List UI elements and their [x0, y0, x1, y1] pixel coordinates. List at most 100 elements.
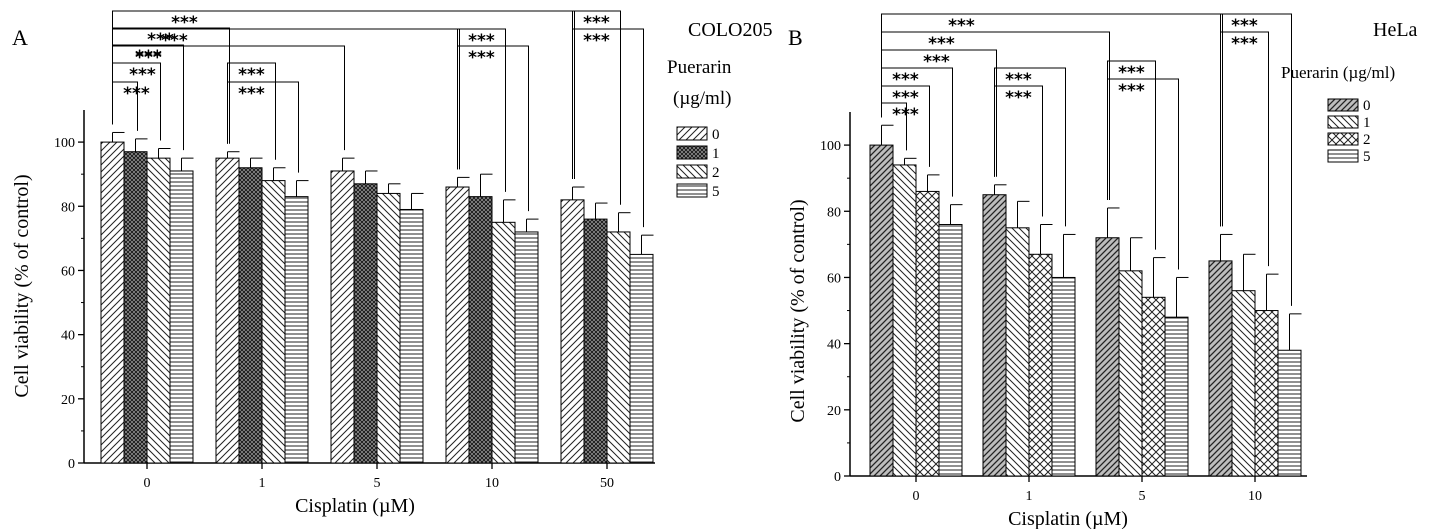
panel-b-significance-label: *** — [1118, 63, 1145, 83]
panel-b-y-tick-label: 80 — [827, 205, 841, 220]
panel-a-legend-label: 5 — [712, 184, 720, 200]
panel-b-bar — [1005, 227, 1030, 477]
panel-b-bar — [1277, 349, 1302, 477]
panel-b-bar — [1254, 310, 1279, 477]
panel-a-legend-title-2: (µg/ml) — [673, 88, 731, 109]
panel-b-bar — [869, 144, 894, 477]
panel-a-bar — [238, 167, 263, 464]
panel-a-y-tick-label: 80 — [61, 200, 75, 215]
panel-a-legend-swatch — [676, 164, 708, 179]
panel-a-significance-label: *** — [583, 31, 610, 51]
panel-b-legend-title: Puerarin (µg/ml) — [1281, 63, 1395, 82]
panel-a-legend-swatch — [676, 183, 708, 198]
panel-a-x-tick-label: 10 — [485, 476, 499, 491]
panel-b-legend-swatch — [1327, 149, 1359, 163]
panel-a-y-tick-label: 40 — [61, 329, 75, 344]
panel-b-legend-label: 1 — [1363, 115, 1371, 131]
panel-b-bar — [1095, 237, 1120, 477]
panel-b-significance-label: *** — [1005, 70, 1032, 90]
panel-a-significance-label: *** — [238, 84, 265, 104]
panel-a-label: A — [12, 25, 28, 50]
panel-b-legend-swatch — [1327, 115, 1359, 129]
panel-b-bracket — [1220, 13, 1292, 306]
panel-b-y-tick-label: 40 — [827, 338, 841, 353]
panel-b-significance-label: *** — [1118, 81, 1145, 101]
panel-b-significance-label: *** — [948, 16, 975, 36]
panel-a-bar — [353, 183, 378, 464]
panel-a-legend-swatch — [676, 145, 708, 160]
panel-b-legend-label: 0 — [1363, 98, 1371, 114]
panel-a-bar — [560, 199, 585, 464]
panel-b-bar — [915, 190, 940, 477]
panel-b-x-tick-label: 0 — [913, 489, 920, 504]
panel-a-y-tick-label: 20 — [61, 393, 75, 408]
panel-b-significance-label: *** — [928, 34, 955, 54]
panel-a-bar — [491, 221, 516, 464]
panel-a-bar — [261, 180, 286, 464]
panel-a-bracket — [227, 81, 299, 173]
panel-a-bar — [468, 196, 493, 464]
panel-b-bar — [1051, 276, 1076, 477]
panel-b-significance-label: *** — [892, 88, 919, 108]
panel-a-significance-label: *** — [147, 30, 174, 50]
panel-a-bar — [169, 170, 194, 464]
panel-b-bar — [938, 224, 963, 477]
panel-b-x-axis-title: Cisplatin (µM) — [1008, 508, 1128, 529]
panel-a-legend-label: 1 — [712, 146, 720, 162]
panel-a-bracket — [112, 10, 575, 180]
panel-a-bracket — [457, 45, 529, 212]
panel-a-bar — [146, 157, 171, 464]
panel-a-legend-swatch — [676, 126, 708, 141]
panel-a-significance-label: *** — [468, 48, 495, 68]
panel-b-legend-label: 2 — [1363, 132, 1371, 148]
panel-a-bar — [123, 151, 148, 464]
panel-a-x-tick-label: 5 — [374, 476, 381, 491]
panel-b-legend-swatch — [1327, 98, 1359, 112]
panel-b-title: HeLa — [1373, 19, 1418, 41]
panel-a-y-tick-label: 100 — [54, 136, 75, 151]
panel-a-bar — [100, 141, 125, 464]
panel-a-legend-title-1: Puerarin — [667, 57, 732, 78]
panel-b-legend-swatch — [1327, 132, 1359, 146]
panel-b-y-tick-label: 100 — [820, 139, 841, 154]
panel-a-bar — [284, 196, 309, 464]
panel-a-bar — [629, 253, 654, 464]
panel-a-significance-label: *** — [171, 13, 198, 33]
panel-a-bar — [514, 231, 539, 464]
panel-a-bar — [399, 208, 424, 464]
panel-a-significance-label: *** — [161, 31, 188, 51]
panel-a-bar — [583, 218, 608, 464]
panel-b-bracket — [1107, 78, 1179, 270]
panel-b-y-tick-label: 60 — [827, 271, 841, 286]
panel-a-title: COLO205 — [688, 19, 772, 41]
panel-b-bar — [1028, 253, 1053, 477]
panel-a-y-tick-label: 0 — [68, 457, 75, 472]
panel-a-x-tick-label: 50 — [600, 476, 614, 491]
panel-a-bar — [445, 186, 470, 464]
panel-a-significance-label: *** — [129, 65, 156, 85]
panel-a-x-axis-title: Cisplatin (µM) — [295, 495, 415, 517]
panel-b-x-tick-label: 5 — [1139, 489, 1146, 504]
panel-b-label: B — [788, 25, 803, 50]
panel-a-legend-label: 2 — [712, 165, 720, 181]
panel-a-significance-label: *** — [123, 84, 150, 104]
panel-a-significance-label: *** — [238, 65, 265, 85]
panel-a-significance-label: *** — [135, 47, 162, 67]
panel-b-y-tick-label: 0 — [834, 470, 841, 485]
panel-a-x-tick-label: 0 — [144, 476, 151, 491]
panel-a-y-axis-title: Cell viability (% of control) — [11, 174, 33, 397]
panel-b-bar — [1164, 316, 1189, 477]
panel-b-bracket — [994, 67, 1066, 227]
panel-b-bar — [1208, 260, 1233, 477]
panel-a-bracket — [572, 28, 644, 228]
panel-b-significance-label: *** — [892, 70, 919, 90]
panel-b-y-axis-title: Cell viability (% of control) — [787, 199, 809, 422]
panel-a-legend-label: 0 — [712, 127, 720, 143]
panel-a-bar — [330, 170, 355, 464]
panel-a-x-tick-label: 1 — [259, 476, 266, 491]
panel-a-significance-label: *** — [583, 13, 610, 33]
panel-a-bar — [376, 192, 401, 464]
